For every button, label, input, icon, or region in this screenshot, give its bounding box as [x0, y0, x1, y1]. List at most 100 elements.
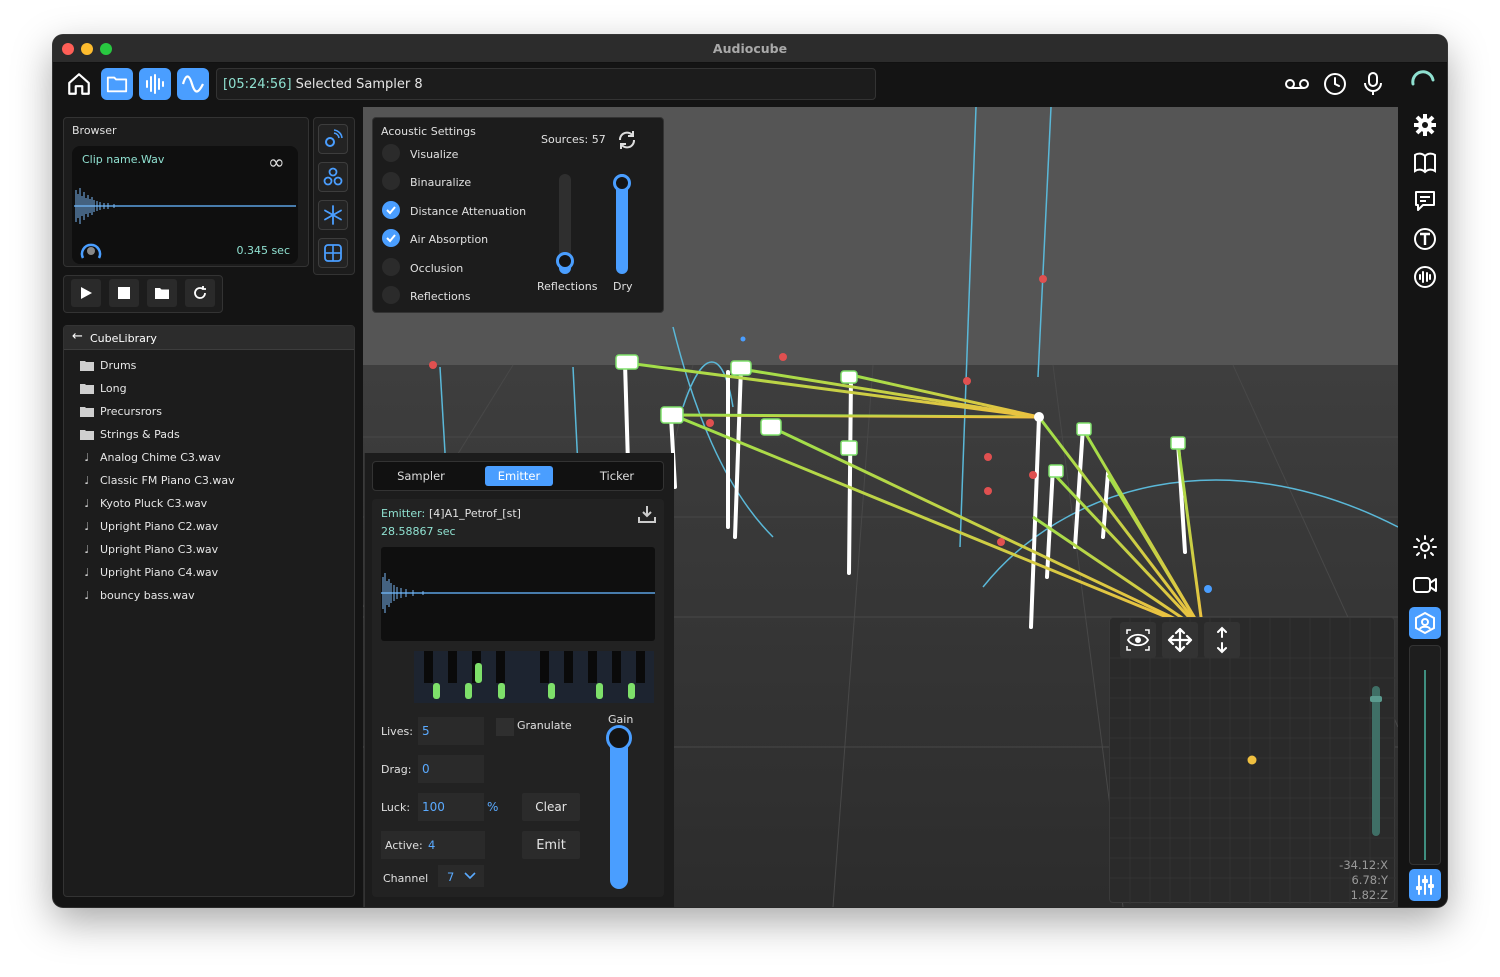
library-file[interactable]: ♩ Kyoto Pluck C3.wav — [80, 497, 207, 510]
visualize-label: Visualize — [410, 148, 459, 161]
home-button[interactable] — [63, 68, 95, 100]
download-button[interactable] — [636, 503, 658, 525]
camera-button[interactable] — [1409, 569, 1441, 601]
library-file[interactable]: ♩ bouncy bass.wav — [80, 589, 194, 602]
sun-icon — [1413, 535, 1437, 559]
master-level-meter[interactable] — [1409, 645, 1441, 865]
library-folder[interactable]: Drums — [80, 359, 136, 372]
emitter-waveform-graphic — [381, 573, 655, 613]
oscillator-button[interactable] — [177, 68, 209, 100]
tab-sampler[interactable]: Sampler — [397, 469, 445, 483]
volume-knob-icon[interactable] — [80, 240, 102, 260]
back-arrow-icon[interactable]: ← — [72, 329, 83, 344]
move-mode-button[interactable] — [1162, 622, 1198, 658]
dry-slider-label: Dry — [613, 280, 633, 293]
log-timestamp: [05:24:56] — [223, 77, 292, 92]
granulate-checkbox[interactable] — [496, 718, 514, 736]
library-file[interactable]: ♩ Upright Piano C4.wav — [80, 566, 218, 579]
position-x: -34.12:X — [1339, 858, 1388, 872]
microphone-button[interactable] — [1357, 68, 1389, 100]
emit-button[interactable]: Emit — [522, 831, 580, 859]
sources-count: Sources: 57 — [541, 133, 606, 146]
close-window-button[interactable] — [62, 43, 74, 55]
reflections-label: Reflections — [410, 290, 471, 303]
channel-label: Channel — [383, 872, 429, 885]
eye-icon — [1126, 629, 1150, 651]
stop-button[interactable] — [109, 279, 139, 307]
log-message: Selected Sampler 8 — [291, 77, 423, 92]
library-folder[interactable]: Strings & Pads — [80, 428, 180, 441]
mode-molecule-button[interactable] — [318, 162, 348, 192]
reflections-slider[interactable] — [556, 174, 574, 274]
feedback-button[interactable] — [1409, 185, 1441, 217]
emitter-label: Emitter: — [381, 507, 426, 520]
library-folder[interactable]: Long — [80, 382, 127, 395]
radiate-icon — [325, 129, 343, 147]
distance-attenuation-checkbox[interactable] — [382, 201, 400, 219]
library-file[interactable]: ♩ Analog Chime C3.wav — [80, 451, 220, 464]
record-button[interactable] — [1281, 68, 1313, 100]
zoom-window-button[interactable] — [100, 43, 112, 55]
channel-select[interactable]: 7 — [438, 865, 484, 887]
manual-button[interactable] — [1409, 147, 1441, 179]
gain-slider[interactable] — [606, 725, 632, 889]
binauralize-checkbox[interactable] — [382, 172, 400, 190]
gain-slider-thumb[interactable] — [606, 725, 632, 751]
refresh-sources-button[interactable] — [615, 128, 639, 152]
text-button[interactable] — [1409, 223, 1441, 255]
dry-slider[interactable] — [613, 174, 631, 274]
tab-ticker[interactable]: Ticker — [599, 469, 635, 483]
air-absorption-checkbox[interactable] — [382, 229, 400, 247]
inspector-tabs: Sampler Emitter Ticker — [372, 461, 664, 491]
mixer-button[interactable] — [1409, 869, 1441, 901]
position-grid[interactable] — [1110, 618, 1396, 904]
audio-circle-icon — [1414, 266, 1436, 288]
view-mode-button[interactable] — [1120, 622, 1156, 658]
timer-button[interactable] — [1319, 68, 1351, 100]
occlusion-checkbox[interactable] — [382, 258, 400, 276]
folder-button[interactable] — [101, 68, 133, 100]
chat-icon — [1415, 191, 1435, 211]
emitter-waveform[interactable] — [381, 547, 655, 641]
luck-input[interactable]: 100 — [418, 793, 484, 821]
loop-icon[interactable]: ∞ — [268, 150, 285, 174]
settings-button[interactable] — [1409, 109, 1441, 141]
clock-icon — [1324, 73, 1346, 95]
height-slider[interactable] — [1370, 686, 1382, 836]
download-icon — [638, 506, 656, 523]
sampler-button[interactable] — [139, 68, 171, 100]
move-icon — [1167, 627, 1193, 653]
reflections-checkbox[interactable] — [382, 286, 400, 304]
library-header[interactable]: ← CubeLibrary — [64, 326, 354, 350]
mode-radiate-button[interactable] — [318, 124, 348, 154]
dry-slider-thumb[interactable] — [613, 174, 631, 192]
open-file-button[interactable] — [147, 279, 177, 307]
vertical-mode-button[interactable] — [1204, 622, 1240, 658]
position-readout: -34.12:X 6.78:Y 1.82:Z — [1339, 858, 1388, 903]
air-absorption-label: Air Absorption — [410, 233, 489, 246]
tab-emitter[interactable]: Emitter — [485, 466, 553, 486]
visualize-checkbox[interactable] — [382, 144, 400, 162]
refresh-button[interactable] — [185, 279, 215, 307]
library-folder[interactable]: Precursrors — [80, 405, 162, 418]
listener-button[interactable] — [1409, 607, 1441, 639]
mode-grid-button[interactable] — [318, 238, 348, 268]
clip-preview[interactable]: Clip name.Wav ∞ 0.345 sec — [72, 146, 298, 264]
lighting-button[interactable] — [1409, 531, 1441, 563]
folder-icon — [80, 361, 94, 371]
mode-snowflake-button[interactable] — [318, 200, 348, 230]
library-file[interactable]: ♩ Upright Piano C3.wav — [80, 543, 218, 556]
audio-meter-button[interactable] — [1409, 261, 1441, 293]
drag-input[interactable]: 0 — [418, 755, 484, 783]
play-button[interactable] — [71, 279, 101, 307]
clear-button[interactable]: Clear — [522, 793, 580, 821]
piano-keyboard[interactable] — [414, 651, 654, 703]
height-slider-thumb[interactable] — [1370, 696, 1382, 702]
library-file[interactable]: ♩ Upright Piano C2.wav — [80, 520, 218, 533]
reflections-slider-thumb[interactable] — [556, 252, 574, 270]
minimize-window-button[interactable] — [81, 43, 93, 55]
library-file[interactable]: ♩ Classic FM Piano C3.wav — [80, 474, 234, 487]
window-title: Audiocube — [712, 41, 788, 56]
gear-icon — [1414, 114, 1436, 136]
lives-input[interactable]: 5 — [418, 717, 484, 745]
